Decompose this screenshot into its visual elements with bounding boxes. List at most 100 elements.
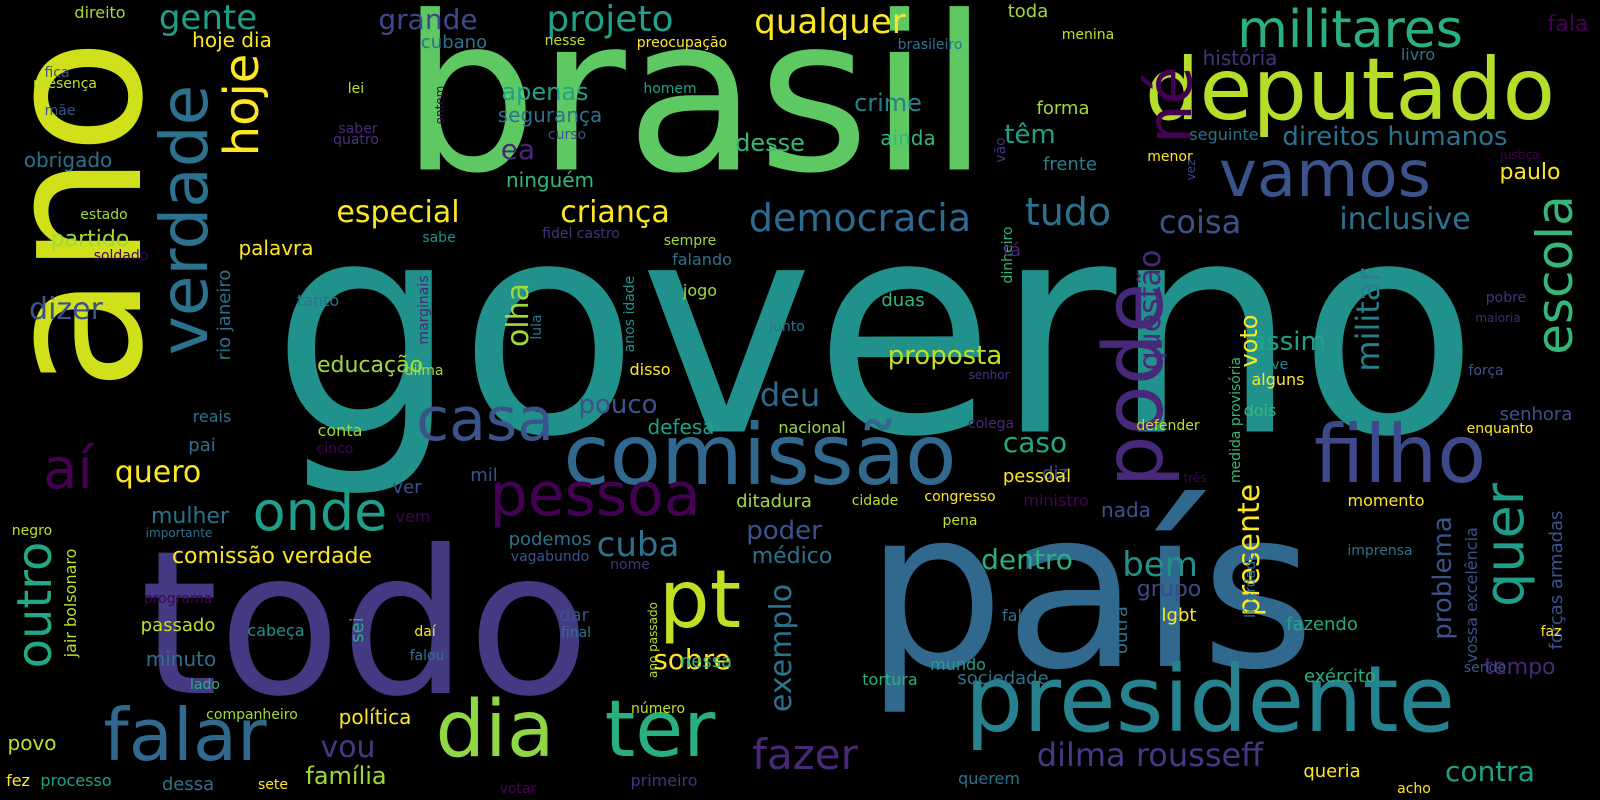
word: frente <box>1043 154 1097 175</box>
word: menor <box>1147 149 1193 165</box>
word: cabeça <box>247 621 305 640</box>
word: tempo <box>1484 655 1556 680</box>
word: poder <box>746 516 822 546</box>
word: contra <box>1445 755 1535 788</box>
word: escola <box>1526 195 1584 355</box>
word: força <box>1468 363 1504 379</box>
word: deve <box>1253 357 1289 373</box>
word: faz <box>1540 624 1562 640</box>
word: jair bolsonaro <box>61 548 80 658</box>
word: todo <box>139 508 591 741</box>
word: ter <box>604 685 716 775</box>
word: sempre <box>663 233 717 249</box>
word: exemplo <box>764 583 799 713</box>
word: jogo <box>682 281 718 300</box>
word: bem <box>1122 545 1198 585</box>
word: deu <box>759 376 821 414</box>
word: defesa <box>647 415 715 439</box>
word: outra <box>1111 606 1132 654</box>
word: saber <box>338 121 378 137</box>
word: sociedade <box>957 668 1049 689</box>
word: brasil <box>400 0 990 221</box>
word: dar <box>559 605 589 626</box>
word: outro <box>7 541 63 669</box>
word: toda <box>1007 1 1049 22</box>
word: falta <box>1002 606 1038 625</box>
word: fala <box>1547 12 1589 37</box>
word: segurança <box>497 103 603 127</box>
word: sendo <box>1463 660 1507 676</box>
word: ano passado <box>646 602 660 678</box>
word: caso <box>1002 426 1068 459</box>
word: quer <box>1473 483 1536 607</box>
word: cuba <box>596 525 680 565</box>
word: filho <box>1313 408 1487 501</box>
word: cinco <box>316 441 354 457</box>
word: mil <box>470 465 498 486</box>
word: deputado <box>1144 40 1556 140</box>
word: estado <box>80 207 128 223</box>
word: companheiro <box>206 707 298 723</box>
word: tudo <box>1024 190 1112 234</box>
word: ninguém <box>505 168 595 192</box>
word: fez <box>6 771 30 790</box>
word: têm <box>1004 120 1056 150</box>
word: falar <box>103 693 267 777</box>
word: hoje dia <box>192 28 272 52</box>
word: lei <box>347 81 365 97</box>
word: rio janeiro <box>214 269 235 361</box>
word: palavra <box>238 236 314 260</box>
word: forma <box>1036 98 1090 119</box>
word: grande <box>378 3 478 36</box>
word: desse <box>735 129 805 157</box>
word: democracia <box>748 196 972 240</box>
word: problema <box>1428 516 1458 640</box>
word: dentro <box>981 543 1073 576</box>
word: seguinte <box>1189 125 1259 144</box>
word: minuto <box>145 647 217 671</box>
word: falando <box>672 250 732 269</box>
word: casa <box>416 385 554 455</box>
word: vez <box>1184 159 1198 181</box>
word: ainda <box>880 126 936 150</box>
word: falou <box>409 648 445 664</box>
word: tá <box>1002 240 1022 261</box>
word: cidade <box>851 493 899 509</box>
word: livro <box>1400 45 1436 64</box>
word: menina <box>1061 27 1115 43</box>
word: diz <box>1042 463 1068 484</box>
word: médico <box>751 544 833 569</box>
word: ontem <box>433 85 447 125</box>
word: nacional <box>778 418 846 437</box>
word: família <box>305 762 387 790</box>
word: duas <box>881 290 925 311</box>
word: fidel castro <box>542 226 620 242</box>
word: criança <box>560 195 670 230</box>
word: programa <box>143 591 213 607</box>
word: sabe <box>422 230 456 246</box>
word: ea <box>500 133 536 166</box>
word: colega <box>967 416 1015 432</box>
word: importante <box>145 526 213 540</box>
word: dilma <box>404 363 444 379</box>
word: história <box>1202 46 1278 70</box>
word: dilma rousseff <box>1036 736 1264 774</box>
word: lado <box>190 677 220 693</box>
word: momento <box>1347 491 1425 510</box>
word: fazendo <box>1286 614 1358 635</box>
word: pessoal <box>1002 466 1072 487</box>
word: ditadura <box>736 491 812 512</box>
word: mãe <box>44 103 76 119</box>
word: lula <box>529 314 545 340</box>
word: justiça <box>1500 148 1540 162</box>
word: exército <box>1304 666 1376 687</box>
word: enquanto <box>1466 421 1534 437</box>
word: alguns <box>1251 370 1305 389</box>
word: final <box>560 625 592 641</box>
word: qualquer <box>754 2 906 42</box>
word: verdade <box>146 84 223 356</box>
word: vão <box>993 137 1009 163</box>
word: lgbt <box>1161 605 1197 626</box>
word: anos idade <box>622 275 638 353</box>
